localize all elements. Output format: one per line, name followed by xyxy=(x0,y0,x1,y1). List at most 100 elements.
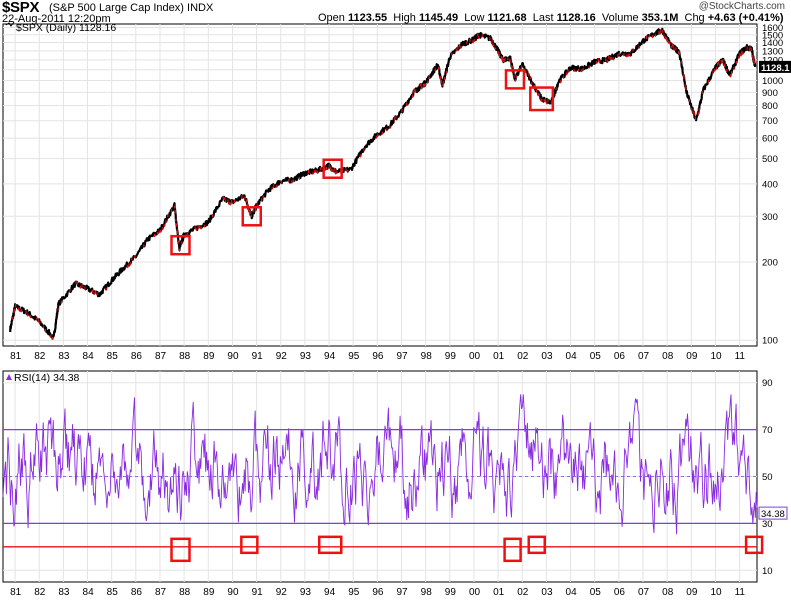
price-x-tick-label: 96 xyxy=(372,351,384,362)
rsi-tick-label: 50 xyxy=(762,472,773,483)
datetime-label: 22-Aug-2011 12:20pm xyxy=(2,13,111,25)
price-x-tick-label: 09 xyxy=(686,351,698,362)
price-x-tick-label: 02 xyxy=(517,351,529,362)
rsi-x-tick-label: 07 xyxy=(638,587,650,598)
rsi-legend-icon xyxy=(6,374,12,380)
rsi-x-tick-label: 84 xyxy=(83,587,95,598)
price-legend-icon xyxy=(5,21,15,27)
price-panel xyxy=(2,23,758,347)
price-x-tick-label: 95 xyxy=(348,351,360,362)
high-label: High xyxy=(393,12,416,24)
price-x-tick-label: 81 xyxy=(10,351,22,362)
price-highlight-marker xyxy=(504,69,526,90)
price-x-tick-label: 90 xyxy=(227,351,239,362)
rsi-x-tick-label: 98 xyxy=(421,587,433,598)
rsi-highlight-marker xyxy=(170,537,191,563)
price-x-tick-label: 07 xyxy=(638,351,650,362)
rsi-highlight-marker xyxy=(527,535,546,555)
price-tick-label: 200 xyxy=(762,258,778,269)
price-x-tick-label: 87 xyxy=(155,351,167,362)
rsi-x-tick-label: 81 xyxy=(10,587,22,598)
price-x-tick-label: 04 xyxy=(566,351,578,362)
low-value: 1121.68 xyxy=(487,12,527,24)
high-value: 1145.49 xyxy=(418,12,459,24)
price-tick-label: 600 xyxy=(762,134,778,145)
price-tick-label: 700 xyxy=(762,116,778,127)
rsi-series-line xyxy=(2,394,758,535)
price-x-tick-label: 86 xyxy=(131,351,143,362)
rsi-highlight-marker xyxy=(240,535,259,555)
symbol-title: $SPX xyxy=(2,0,40,16)
rsi-tick-label: 90 xyxy=(762,378,773,389)
price-tick-label: 500 xyxy=(762,154,778,165)
rsi-x-tick-label: 10 xyxy=(710,587,722,598)
last-label: Last xyxy=(532,12,554,24)
price-x-tick-label: 82 xyxy=(34,351,46,362)
rsi-x-tick-label: 99 xyxy=(445,587,457,598)
price-last-badge xyxy=(759,60,791,73)
low-label: Low xyxy=(464,12,485,24)
symbol-description: (S&P 500 Large Cap Index) INDX xyxy=(49,2,213,14)
rsi-highlight-marker xyxy=(503,537,522,563)
price-tick-label: 300 xyxy=(762,212,778,223)
quote-bar: Open 1123.55 High 1145.49 Low 1121.68 La… xyxy=(318,12,784,24)
exchange-label: INDX xyxy=(187,2,214,14)
price-tick-label: 100 xyxy=(762,336,778,347)
price-highlight-marker xyxy=(170,234,191,256)
rsi-x-tick-label: 85 xyxy=(107,587,119,598)
price-x-tick-label: 91 xyxy=(252,351,264,362)
rsi-x-tick-label: 09 xyxy=(686,587,698,598)
price-tick-label: 400 xyxy=(762,179,778,190)
price-highlight-marker xyxy=(322,158,343,179)
chg-label: Chg xyxy=(684,12,705,24)
price-tick-label: 1000 xyxy=(762,76,783,87)
rsi-legend: RSI(14) 34.38 xyxy=(14,372,80,384)
price-x-tick-label: 99 xyxy=(445,351,457,362)
price-x-tick-label: 89 xyxy=(203,351,215,362)
rsi-x-tick-label: 05 xyxy=(590,587,602,598)
rsi-x-tick-label: 88 xyxy=(179,587,191,598)
chg-value: +4.63 (+0.41%) xyxy=(707,12,784,24)
rsi-x-tick-label: 11 xyxy=(735,587,746,598)
price-x-tick-label: 83 xyxy=(58,351,70,362)
rsi-tick-label: 10 xyxy=(762,566,773,577)
rsi-x-tick-label: 83 xyxy=(58,587,70,598)
price-x-tick-label: 03 xyxy=(541,351,553,362)
rsi-x-tick-label: 86 xyxy=(131,587,143,598)
price-tick-label: 1500 xyxy=(762,30,783,41)
price-highlight-marker xyxy=(241,206,263,227)
price-series-line xyxy=(9,27,757,340)
price-x-tick-label: 94 xyxy=(324,351,336,362)
last-value: 1128.16 xyxy=(556,12,596,24)
rsi-x-tick-label: 94 xyxy=(324,587,336,598)
rsi-x-tick-label: 95 xyxy=(348,587,360,598)
rsi-x-tick-label: 04 xyxy=(566,587,578,598)
open-label: Open xyxy=(318,12,345,24)
rsi-highlight-marker xyxy=(744,535,764,555)
rsi-x-tick-label: 01 xyxy=(493,587,505,598)
price-x-tick-label: 06 xyxy=(614,351,626,362)
credit-label: @StockCharts.com xyxy=(698,1,785,12)
volume-value: 353.1M xyxy=(641,12,679,24)
price-x-tick-label: 10 xyxy=(710,351,722,362)
rsi-last-badge xyxy=(758,506,788,520)
price-x-tick-label: 85 xyxy=(107,351,119,362)
price-tick-label: 1300 xyxy=(762,46,783,57)
rsi-x-tick-label: 87 xyxy=(155,587,167,598)
price-tick-label: 1600 xyxy=(762,23,783,34)
rsi-tick-label: 70 xyxy=(762,425,773,436)
price-x-tick-label: 11 xyxy=(735,351,746,362)
price-last-label: 1128.1 xyxy=(761,63,790,74)
rsi-x-tick-label: 97 xyxy=(396,587,408,598)
price-highlight-marker xyxy=(529,86,555,112)
rsi-x-tick-label: 06 xyxy=(614,587,626,598)
price-legend: $SPX (Daily) 1128.16 xyxy=(16,22,116,34)
price-x-tick-label: 84 xyxy=(83,351,95,362)
rsi-x-tick-label: 96 xyxy=(372,587,384,598)
rsi-x-tick-label: 90 xyxy=(227,587,239,598)
rsi-x-tick-label: 02 xyxy=(517,587,529,598)
rsi-x-tick-label: 89 xyxy=(203,587,215,598)
price-x-tick-label: 88 xyxy=(179,351,191,362)
volume-label: Volume xyxy=(601,12,639,24)
